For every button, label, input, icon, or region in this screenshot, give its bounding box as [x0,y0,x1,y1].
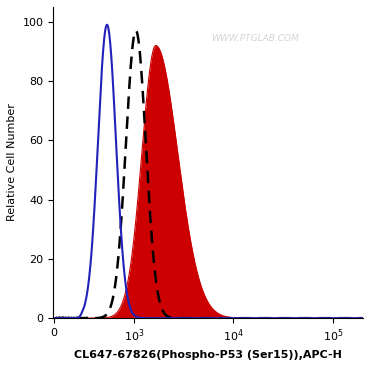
X-axis label: CL647-67826(Phospho-P53 (Ser15)),APC-H: CL647-67826(Phospho-P53 (Ser15)),APC-H [74,350,342,360]
Y-axis label: Relative Cell Number: Relative Cell Number [7,103,17,222]
Text: WWW.PTGLAB.COM: WWW.PTGLAB.COM [211,33,299,43]
